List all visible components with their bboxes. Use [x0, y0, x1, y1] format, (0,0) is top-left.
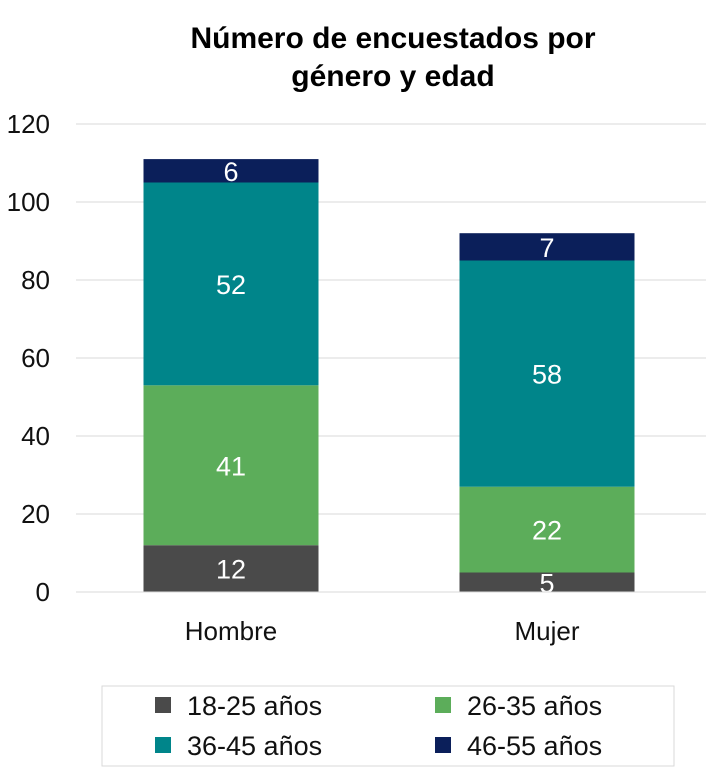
x-axis-categories: Hombre Mujer [185, 616, 580, 646]
y-tick-label: 20 [21, 499, 50, 529]
y-tick-label: 100 [7, 187, 50, 217]
bar-segment [459, 486, 635, 573]
legend-label: 18-25 años [187, 691, 322, 721]
chart-title-line-2: género y edad [291, 60, 494, 93]
data-label: 7 [539, 233, 554, 263]
x-category-label: Hombre [185, 616, 277, 646]
chart-title: Número de encuestados por género y edad [190, 22, 595, 93]
x-category-label: Mujer [514, 616, 579, 646]
y-tick-label: 0 [36, 577, 50, 607]
y-axis-ticks: 0 20 40 60 80 100 120 [7, 109, 50, 607]
legend: 18-25 años 26-35 años 36-45 años 46-55 años [101, 685, 675, 767]
legend-label: 36-45 años [187, 731, 322, 761]
legend-swatch [155, 697, 171, 713]
y-tick-label: 120 [7, 109, 50, 139]
bar-segment [143, 385, 319, 546]
data-label: 12 [216, 555, 246, 585]
legend-label: 46-55 años [467, 731, 602, 761]
legend-swatch [435, 737, 451, 753]
data-label: 6 [223, 157, 238, 187]
legend-swatch [435, 697, 451, 713]
bar-segment [143, 545, 319, 592]
bar-segment [459, 572, 635, 592]
bar-segment [459, 260, 635, 487]
data-label: 58 [532, 360, 562, 390]
legend-box [101, 685, 675, 767]
y-tick-label: 60 [21, 343, 50, 373]
data-label: 41 [216, 451, 246, 481]
data-label: 22 [532, 516, 562, 546]
bars: 12 41 52 6 5 22 58 7 [143, 157, 635, 598]
legend-swatch [155, 737, 171, 753]
y-tick-label: 40 [21, 421, 50, 451]
chart-title-line-1: Número de encuestados por [190, 22, 595, 55]
bar-segment [143, 182, 319, 386]
data-label: 5 [539, 568, 554, 598]
bar-segment [459, 233, 635, 261]
bar-segment [143, 159, 319, 183]
data-label: 52 [216, 270, 246, 300]
legend-label: 26-35 años [467, 691, 602, 721]
y-tick-label: 80 [21, 265, 50, 295]
